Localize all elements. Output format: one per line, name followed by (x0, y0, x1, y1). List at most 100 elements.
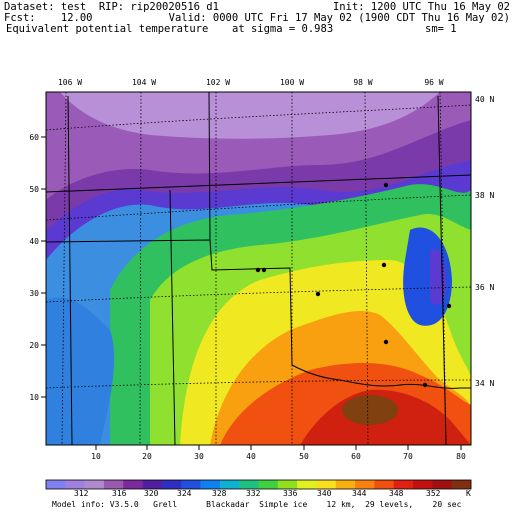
map-border (45, 91, 472, 446)
colorbar-swatch (239, 480, 259, 489)
station-1 (383, 182, 389, 188)
station-8 (422, 382, 428, 388)
parallel-3 (45, 286, 472, 303)
station-6 (446, 303, 452, 309)
parallel-2 (45, 194, 472, 221)
colorbar-label-11: 352 (426, 489, 441, 498)
colorbar-swatch (200, 480, 221, 489)
colorbar-swatch (181, 480, 201, 489)
lon-label-2: 104 W (132, 78, 156, 87)
lon-label-5: 98 W (353, 78, 372, 87)
colorbar-swatch (393, 480, 414, 489)
y-label-1: 10 (29, 393, 39, 402)
forecast-hour: Fcst: 12.00 (4, 12, 93, 24)
y-label-3: 30 (29, 289, 39, 298)
colorbar-swatch (316, 480, 337, 489)
colorbar-border (45, 479, 472, 490)
model-info: Model info: V3.5.0 Grell Blackadar Simpl… (52, 500, 462, 509)
x-label-4: 40 (246, 452, 256, 461)
latitude-labels: 40 N 38 N 36 N 34 N (475, 95, 494, 388)
band-brown-core (342, 395, 398, 425)
colorbar-swatch (123, 480, 143, 489)
colorbar-swatch (142, 480, 163, 489)
station-7 (383, 339, 389, 345)
x-label-2: 20 (142, 452, 152, 461)
x-label-1: 10 (91, 452, 101, 461)
colorbar-swatch (84, 480, 105, 489)
boundary-4 (45, 239, 293, 366)
lat-label-2: 38 N (475, 191, 494, 200)
lat-label-1: 40 N (475, 95, 494, 104)
parallel-4 (45, 379, 472, 389)
state-boundaries (45, 91, 472, 446)
colorbar-label-6: 332 (246, 489, 261, 498)
colorbar-label-9: 344 (352, 489, 367, 498)
lat-label-4: 34 N (475, 379, 494, 388)
colorbar-units: K (466, 489, 471, 498)
colorbar-label-2: 316 (112, 489, 127, 498)
colorbar-swatch (258, 480, 279, 489)
meridian-5 (364, 91, 369, 446)
colorbar-swatch (335, 480, 356, 489)
y-axis-labels: 10 20 30 40 50 60 (29, 133, 39, 402)
colorbar-label-8: 340 (317, 489, 332, 498)
colorbar-swatch (297, 480, 317, 489)
x-axis-labels: 10 20 30 40 50 60 70 80 (91, 452, 466, 461)
colorbar-swatch (46, 480, 66, 489)
boundary-5 (208, 91, 211, 241)
colorbar (46, 480, 472, 489)
longitude-labels: 106 W 104 W 102 W 100 W 98 W 96 W (58, 78, 444, 87)
station-5 (315, 291, 321, 297)
colorbar-swatch (161, 480, 182, 489)
colorbar-label-1: 312 (74, 489, 89, 498)
colorbar-label-10: 348 (389, 489, 404, 498)
valid-time: Valid: 0000 UTC Fri 17 May 02 (1900 CDT … (168, 12, 510, 24)
boundary-2 (169, 189, 176, 446)
theta-e-field (46, 92, 471, 445)
lon-label-1: 106 W (58, 78, 82, 87)
colorbar-swatch (277, 480, 298, 489)
y-label-5: 50 (29, 185, 39, 194)
smoothing-label: sm= 1 (425, 23, 457, 35)
parallel-1 (45, 104, 472, 131)
station-markers (255, 182, 452, 388)
colorbar-label-3: 320 (144, 489, 159, 498)
colorbar-swatch (65, 480, 85, 489)
colorbar-label-4: 324 (177, 489, 192, 498)
x-label-8: 80 (456, 452, 466, 461)
y-axis-ticks (41, 136, 46, 398)
lat-lon-grid (45, 91, 472, 446)
x-label-6: 60 (351, 452, 361, 461)
init-time: Init: 1200 UTC Thu 16 May 02 (332, 1, 510, 13)
band-lavender (60, 92, 440, 139)
station-3 (255, 267, 261, 273)
colorbar-swatch (432, 480, 452, 489)
station-4 (261, 267, 267, 273)
field-name: Equivalent potential temperature (6, 23, 209, 35)
sigma-level: at sigma = 0.983 (232, 23, 334, 35)
boundary-6 (291, 364, 471, 389)
colorbar-swatch (219, 480, 240, 489)
dataset-label: Dataset: test RIP: rip20020516 d1 (4, 1, 219, 13)
x-axis-ticks (95, 445, 462, 450)
colorbar-swatch (374, 480, 395, 489)
colorbar-label-5: 328 (212, 489, 227, 498)
y-label-4: 40 (29, 237, 39, 246)
lon-label-4: 100 W (280, 78, 304, 87)
station-2 (381, 262, 387, 268)
x-label-5: 50 (299, 452, 309, 461)
lon-label-6: 96 W (424, 78, 443, 87)
lon-label-3: 102 W (206, 78, 230, 87)
y-label-6: 60 (29, 133, 39, 142)
meridian-1 (61, 91, 67, 446)
colorbar-swatch (355, 480, 375, 489)
colorbar-swatch (451, 480, 472, 489)
colorbar-swatch (413, 480, 433, 489)
boundary-3 (45, 174, 472, 193)
colorbar-swatch (103, 480, 124, 489)
x-label-7: 70 (403, 452, 413, 461)
colorbar-label-7: 336 (283, 489, 298, 498)
y-label-2: 20 (29, 341, 39, 350)
x-label-3: 30 (194, 452, 204, 461)
